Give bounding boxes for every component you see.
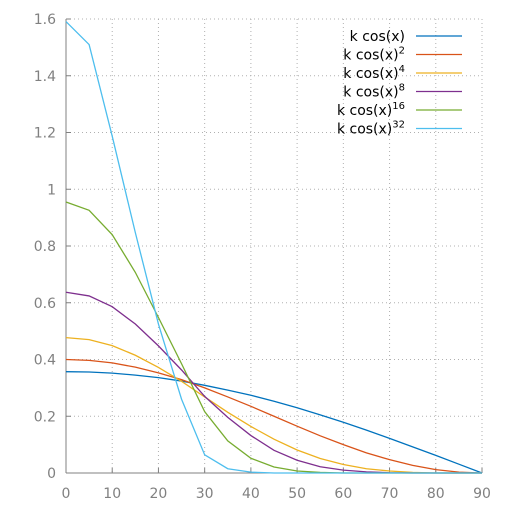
x-tick-label: 50 (288, 486, 306, 502)
x-tick-label: 90 (473, 486, 491, 502)
y-tick-label: 0 (47, 466, 56, 482)
legend-label-4: k cos(x)8 (343, 83, 405, 101)
x-tick-label: 70 (381, 486, 399, 502)
y-tick-label: 1.6 (34, 12, 56, 28)
x-tick-label: 60 (334, 486, 352, 502)
series-lines (65, 21, 483, 474)
y-tick-label: 0.4 (34, 353, 56, 369)
x-tick-label: 80 (427, 486, 445, 502)
series-line-6 (65, 21, 482, 474)
series-line-4 (65, 291, 482, 474)
legend-label-5: k cos(x)16 (337, 101, 405, 119)
x-tick-label: 20 (150, 486, 168, 502)
series-line-5 (65, 201, 482, 474)
x-tick-label: 0 (62, 486, 71, 502)
legend-label-6: k cos(x)32 (337, 120, 405, 138)
series-line-2 (65, 358, 483, 474)
y-tick-label: 0.6 (34, 296, 56, 312)
y-tick-label: 0.2 (34, 409, 56, 425)
y-tick-label: 0.8 (34, 239, 56, 255)
series-line-1 (65, 371, 483, 474)
y-tick-label: 1.4 (34, 69, 56, 85)
tick-labels: 0 10 20 30 40 50 60 70 80 90 0 0.2 0.4 0.6 0.8 1 1.2 1.4 1… (34, 12, 491, 502)
legend-label-2: k cos(x)2 (343, 46, 405, 64)
legend-label-1: k cos(x) (350, 29, 405, 45)
grid (66, 18, 483, 473)
x-tick-label: 40 (242, 486, 260, 502)
series-line-3 (65, 337, 482, 474)
y-tick-label: 1 (47, 182, 56, 198)
y-tick-label: 1.2 (34, 126, 56, 142)
legend: k cos(x)k cos(x)2k cos(x)4k cos(x)8k cos… (337, 29, 462, 138)
x-tick-label: 30 (196, 486, 214, 502)
x-tick-label: 10 (103, 486, 121, 502)
legend-label-3: k cos(x)4 (343, 64, 405, 82)
